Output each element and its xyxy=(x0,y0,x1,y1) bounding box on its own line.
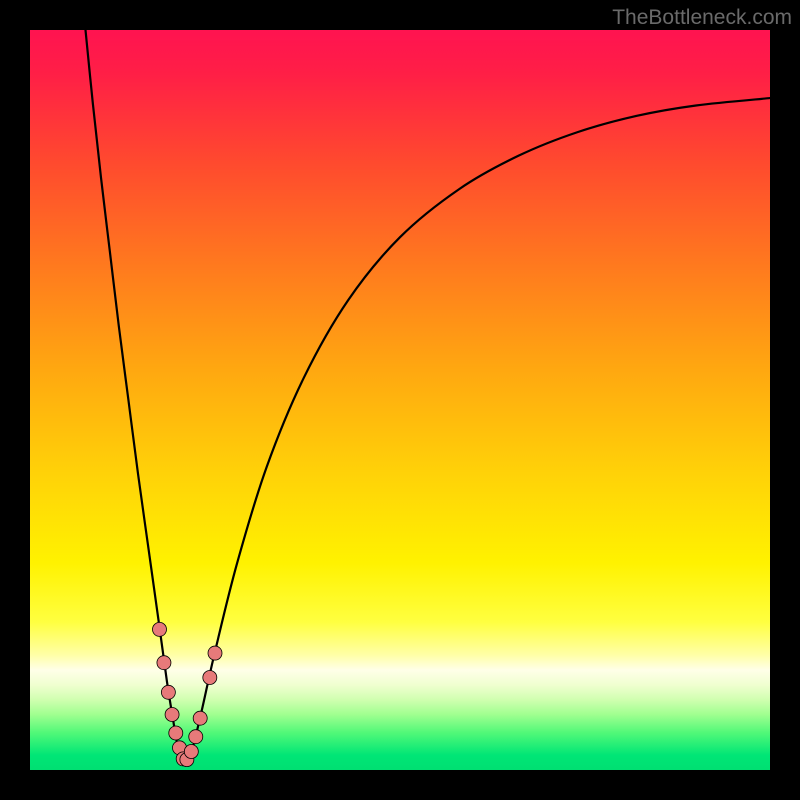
data-point xyxy=(157,656,171,670)
data-point xyxy=(184,745,198,759)
chart-root: TheBottleneck.com xyxy=(0,0,800,800)
data-point xyxy=(165,708,179,722)
data-point xyxy=(193,711,207,725)
data-point xyxy=(203,671,217,685)
data-point xyxy=(169,726,183,740)
watermark-text: TheBottleneck.com xyxy=(612,6,792,30)
data-point xyxy=(161,685,175,699)
data-point xyxy=(208,646,222,660)
chart-svg xyxy=(0,0,800,800)
data-point xyxy=(189,730,203,744)
curve-left-branch xyxy=(86,30,184,764)
data-point xyxy=(153,622,167,636)
curve-right-branch xyxy=(188,98,770,764)
